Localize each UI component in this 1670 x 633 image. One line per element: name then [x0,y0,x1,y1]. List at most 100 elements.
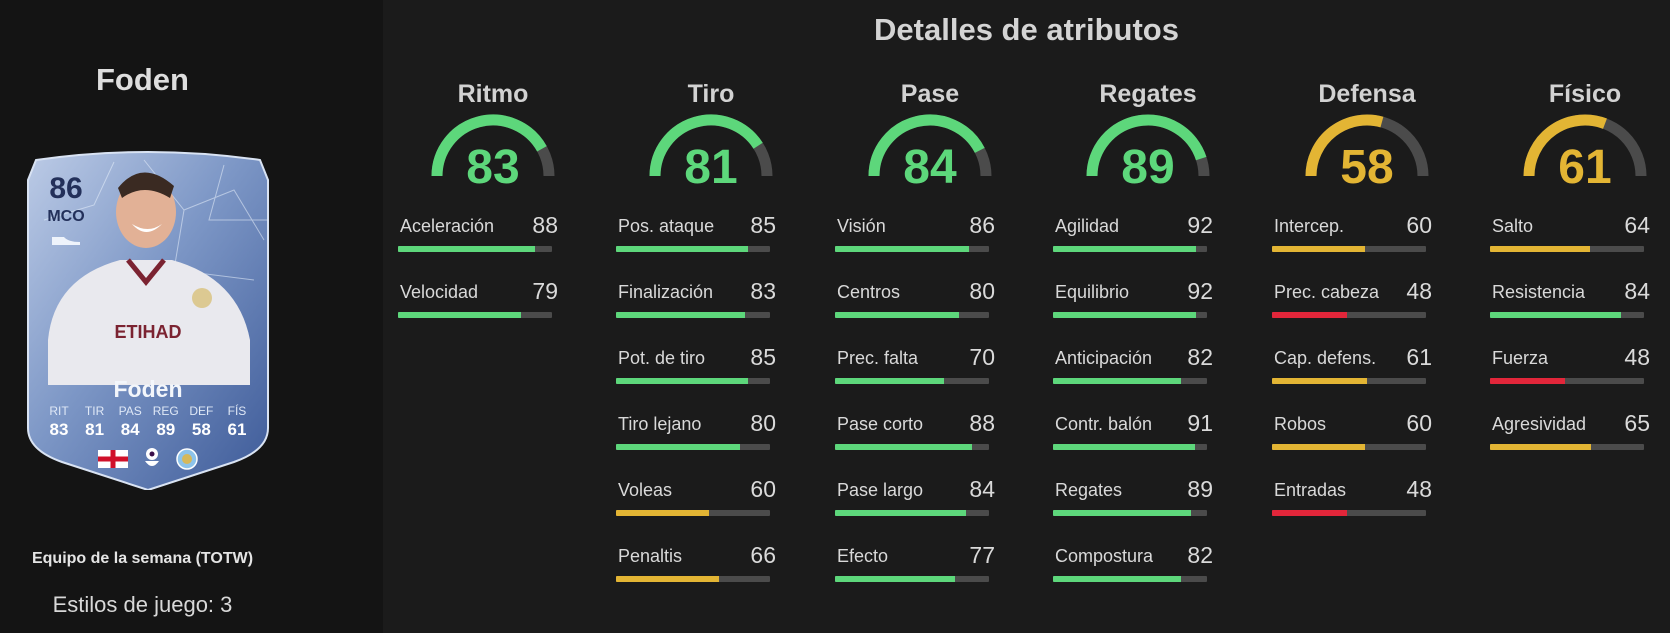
attribute-bar-fill [398,312,521,318]
card-stat-label: DEF [189,404,214,418]
attribute-name: Visión [837,216,886,236]
attribute-row: Prec. falta 70 [835,334,1025,400]
attribute-bar-fill [1272,510,1347,516]
attribute-name: Centros [837,282,901,302]
card-stat-value: 83 [49,420,69,439]
gauge-fill [1086,114,1207,177]
attribute-bar [1490,246,1644,252]
category-value: 84 [903,141,957,194]
attribute-name: Entradas [1274,480,1347,500]
section-title: Detalles de atributos [874,12,1179,47]
card-stat: PAS 84 [113,404,147,440]
manchester-city-badge-icon [176,448,198,470]
attribute-value: 80 [969,278,995,304]
card-player-name: Foden [113,376,183,402]
attribute-name: Equilibrio [1055,282,1130,302]
card-background: ETIHAD [27,151,269,490]
gauge-arc [1523,114,1647,177]
player-card[interactable]: ETIHAD 86 MCO Foden RIT 83 TIR 81 PAS 84 RE… [24,150,272,490]
card-stat-value: 81 [85,420,105,439]
attribute-name: Agilidad [1055,216,1120,236]
category-gauge: 61 [1490,112,1670,202]
category-defensa: Defensa 58 Intercep. 60 Prec. cabeza 48 Cap. d… [1272,80,1462,532]
card-stat-value: 58 [191,420,211,439]
attribute-name: Voleas [618,480,673,500]
attribute-row: Salto 64 [1490,202,1670,268]
card-stat-value: 61 [227,420,247,439]
attribute-bar-fill [398,246,535,252]
attribute-bar-fill [1053,312,1197,318]
attribute-row: Pot. de tiro 85 [616,334,806,400]
attribute-value: 60 [1406,212,1432,238]
category-title: Pase [900,80,960,108]
attribute-name: Finalización [618,282,714,302]
attribute-bar-fill [1053,378,1181,384]
attribute-name: Regates [1055,480,1123,500]
attribute-bar-fill [835,378,944,384]
attribute-name: Pos. ataque [618,216,715,236]
attribute-name: Robos [1274,414,1327,434]
attribute-name: Resistencia [1492,282,1586,302]
gauge-arc [868,114,992,177]
category-ritmo: Ritmo 83 Aceleración 88 Velocidad 79 [398,80,588,334]
attribute-bar [1490,312,1644,318]
gauge-arc [431,114,555,177]
gauge-arc [649,114,773,177]
category-regates: Regates 89 Agilidad 92 Equilibrio 92 Anticipac… [1053,80,1243,598]
player-head [116,176,176,248]
category-title: Tiro [687,80,735,108]
attribute-name: Aceleración [400,216,495,236]
attribute-name: Salto [1492,216,1534,236]
gauge-fill [868,114,985,177]
card-stat: RIT 83 [42,404,76,440]
attribute-name: Velocidad [400,282,479,302]
attribute-bar [835,444,989,450]
attribute-row: Pase corto 88 [835,400,1025,466]
category-title: Defensa [1318,80,1416,108]
category-gauge: 83 [398,112,588,202]
attribute-name: Cap. defens. [1274,348,1377,368]
attribute-row: Centros 80 [835,268,1025,334]
attribute-name: Intercep. [1274,216,1345,236]
attribute-row: Tiro lejano 80 [616,400,806,466]
category-value: 89 [1121,141,1175,194]
attribute-bar [616,576,770,582]
attribute-bar-fill [1272,444,1366,450]
attribute-bar-fill [616,312,746,318]
gauge-fill [431,114,547,177]
attribute-name: Anticipación [1055,348,1153,368]
attribute-name: Prec. cabeza [1274,282,1380,302]
attribute-row: Resistencia 84 [1490,268,1670,334]
attribute-bar-fill [835,510,966,516]
attribute-bar-fill [1053,510,1192,516]
attribute-value: 92 [1187,278,1213,304]
attribute-bar-fill [835,312,960,318]
attribute-value: 83 [750,278,776,304]
card-rating: 86 [49,172,83,205]
category-value: 61 [1558,141,1612,194]
attribute-name: Penaltis [618,546,683,566]
attribute-bar [1272,378,1426,384]
attribute-bar-fill [1490,312,1621,318]
attribute-value: 88 [532,212,558,238]
attribute-name: Efecto [837,546,889,566]
attribute-row: Fuerza 48 [1490,334,1670,400]
attribute-bar-fill [835,576,955,582]
attribute-bar-fill [1272,378,1367,384]
attribute-value: 60 [750,476,776,502]
attribute-bar-fill [1272,312,1347,318]
category-title: Físico [1548,80,1622,108]
category-tiro: Tiro 81 Pos. ataque 85 Finalización 83 Pot. de… [616,80,806,598]
attribute-bar [616,510,770,516]
attribute-row: Contr. balón 91 [1053,400,1243,466]
category-value: 58 [1340,141,1394,194]
player-name: Foden [96,62,189,97]
attribute-value: 89 [1187,476,1213,502]
attribute-row: Velocidad 79 [398,268,588,334]
attribute-bar [1272,246,1426,252]
attribute-value: 85 [750,344,776,370]
attribute-value: 48 [1406,476,1432,502]
attribute-row: Efecto 77 [835,532,1025,598]
attribute-row: Pase largo 84 [835,466,1025,532]
attribute-bar-fill [835,246,969,252]
